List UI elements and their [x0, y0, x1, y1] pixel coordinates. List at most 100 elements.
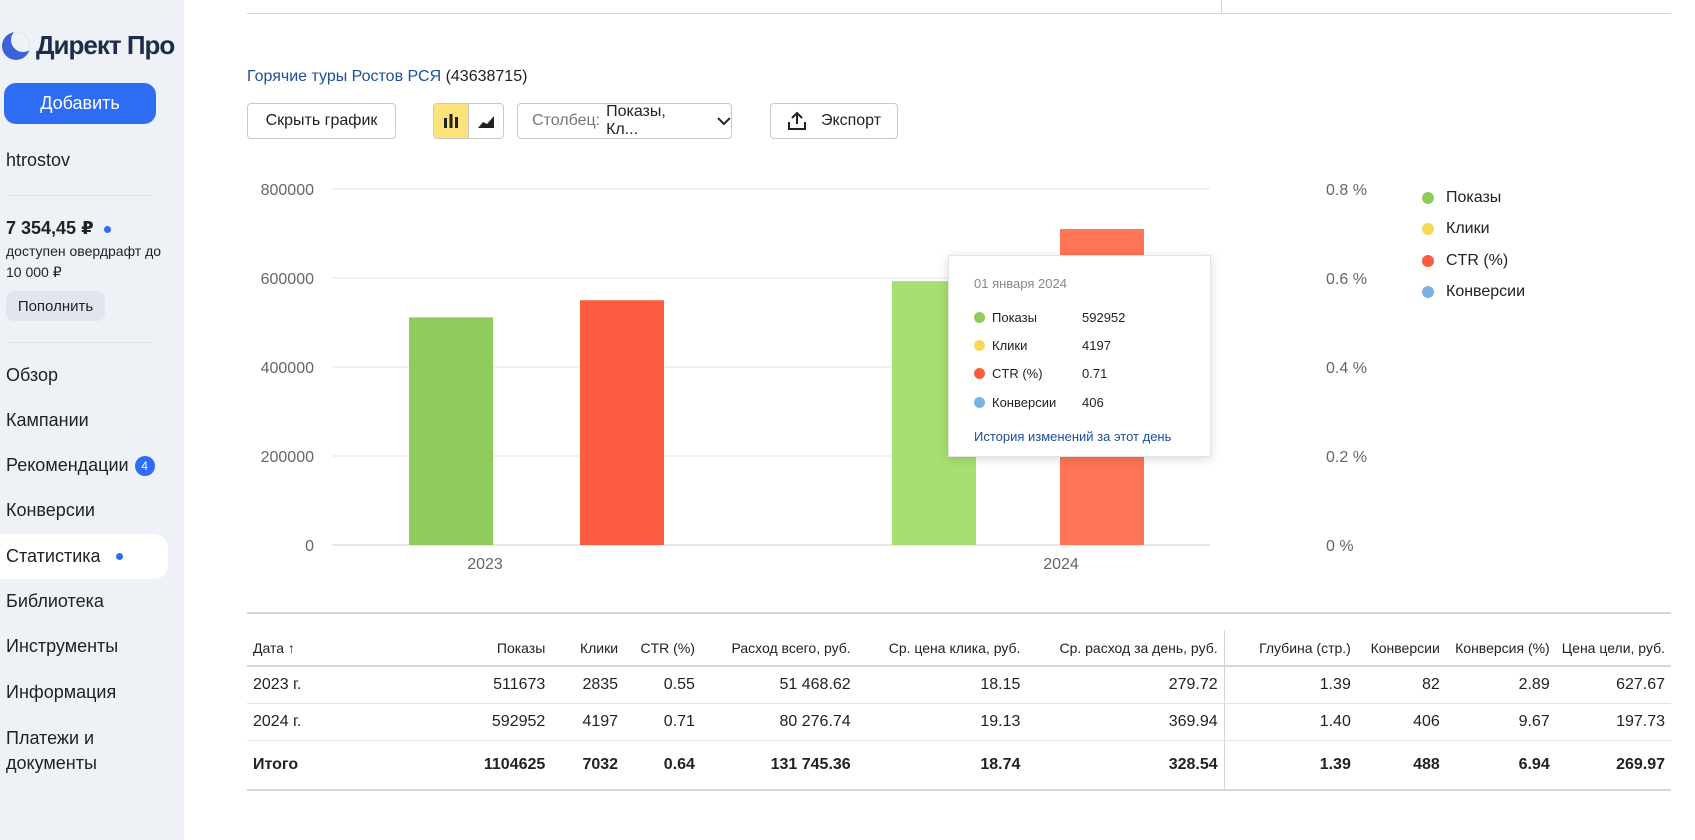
table-cell: 1.39	[1224, 666, 1357, 704]
y-tick-label: 200000	[261, 449, 314, 466]
tooltip-label: Клики	[992, 338, 1028, 353]
table-cell: 131 745.36	[700, 740, 857, 791]
tooltip-dot-icon	[974, 312, 985, 323]
column-header[interactable]: Глубина (стр.)	[1224, 630, 1357, 667]
divider	[247, 13, 1671, 14]
column-header[interactable]: Ср. цена клика, руб.	[856, 630, 1027, 667]
table-cell: 4197	[551, 703, 625, 741]
history-link[interactable]: История изменений за этот день	[974, 429, 1172, 444]
tooltip-value: 592952	[1082, 310, 1126, 325]
sidebar-item-label: Кампании	[6, 410, 89, 430]
bar-chart: 800000 600000 400000 200000 0 0.8 % 0.6 % 0.4 …	[261, 182, 1367, 573]
table-cell: 9.67	[1445, 703, 1556, 741]
column-header[interactable]: Цена цели, руб.	[1555, 630, 1671, 667]
y2-tick-label: 0.8 %	[1326, 182, 1367, 199]
tooltip-dot-icon	[974, 340, 985, 351]
topup-button[interactable]: Пополнить	[6, 291, 105, 321]
column-header[interactable]: CTR (%)	[624, 630, 701, 667]
table-cell: 279.72	[1026, 666, 1225, 704]
table-cell: 269.97	[1555, 740, 1671, 791]
sidebar-item-campaigns[interactable]: Кампании	[0, 398, 168, 443]
table-cell: 0.64	[624, 740, 701, 791]
tooltip-value: 406	[1082, 395, 1104, 410]
table-cell: 2024 г.	[247, 703, 387, 741]
table-cell: 511673	[386, 666, 552, 704]
sidebar-item-tools[interactable]: Инструменты	[0, 624, 168, 669]
balance-value: 7 354,45 ₽	[6, 218, 94, 238]
legend-item-conversions[interactable]: Конверсии	[1422, 277, 1525, 309]
logo[interactable]: Директ Про	[2, 30, 175, 61]
sidebar-item-payments[interactable]: Платежи и документы	[0, 726, 140, 782]
sidebar-item-overview[interactable]: Обзор	[0, 353, 168, 398]
table-row: 2023 г. 511673 2835 0.55 51 468.62 18.15…	[247, 666, 1671, 704]
chart-tooltip: 01 января 2024 Показы 592952 Клики 4197 CT…	[948, 255, 1211, 457]
legend-item-shows[interactable]: Показы	[1422, 182, 1525, 214]
hide-chart-button[interactable]: Скрыть график	[247, 103, 396, 139]
table-cell: 2835	[551, 666, 625, 704]
table-cell: 2023 г.	[247, 666, 387, 704]
column-select[interactable]: Столбец: Показы, Кл...	[517, 103, 732, 139]
export-button[interactable]: Экспорт	[770, 103, 898, 139]
legend-item-clicks[interactable]: Клики	[1422, 214, 1525, 246]
table-cell: 592952	[386, 703, 552, 741]
y-tick-label: 600000	[261, 271, 314, 288]
sidebar-item-label: Рекомендации	[6, 455, 129, 475]
sidebar-item-library[interactable]: Библиотека	[0, 579, 168, 624]
export-label: Экспорт	[820, 112, 882, 129]
legend-item-ctr[interactable]: CTR (%)	[1422, 245, 1525, 277]
add-button[interactable]: Добавить	[4, 83, 156, 124]
y2-tick-label: 0.4 %	[1326, 360, 1367, 377]
yandex-logo-icon	[2, 31, 30, 60]
sidebar-item-recommendations[interactable]: Рекомендации 4	[0, 443, 168, 488]
divider	[1221, 0, 1222, 14]
tooltip-row: Конверсии 406	[974, 395, 1204, 410]
sidebar-item-label: Обзор	[6, 365, 58, 385]
table-cell: 6.94	[1445, 740, 1556, 791]
table-cell: 197.73	[1555, 703, 1671, 741]
chart-type-toggle	[433, 103, 504, 139]
column-header[interactable]: Показы	[386, 630, 552, 667]
tooltip-label: Конверсии	[992, 395, 1057, 410]
column-select-prefix: Столбец:	[532, 112, 601, 129]
tooltip-date: 01 января 2024	[974, 276, 1067, 291]
divider	[6, 342, 154, 343]
column-header[interactable]: Конверсия (%)	[1445, 630, 1556, 667]
sidebar-item-info[interactable]: Информация	[0, 670, 168, 715]
column-header[interactable]: Ср. расход за день, руб.	[1026, 630, 1225, 667]
sidebar-item-conversions[interactable]: Конверсии	[0, 488, 168, 533]
table-cell: 82	[1356, 666, 1446, 704]
sidebar-item-label: Информация	[6, 682, 117, 702]
username[interactable]: htrostov	[6, 150, 71, 170]
table-cell: 1.39	[1224, 740, 1357, 791]
campaign-link[interactable]: Горячие туры Ростов РСЯ	[247, 68, 442, 85]
table-cell: 80 276.74	[700, 703, 857, 741]
table-cell: 19.13	[856, 703, 1027, 741]
area-chart-icon	[478, 116, 494, 128]
chart-legend: Показы Клики CTR (%) Конверсии	[1422, 182, 1525, 308]
stats-table: Дата ↑ Показы Клики CTR (%) Расход всего…	[247, 630, 1671, 791]
sidebar-item-label: Платежи и документы	[6, 728, 97, 773]
status-dot-icon	[103, 225, 111, 233]
overdraft-note: доступен овердрафт до 10 000 ₽	[6, 243, 162, 280]
column-header[interactable]: Конверсии	[1356, 630, 1446, 667]
sidebar: Директ Про Добавить htrostov 7 354,45 ₽ …	[0, 0, 184, 840]
sidebar-item-statistics[interactable]: Статистика	[0, 534, 168, 579]
y2-tick-label: 0.2 %	[1326, 449, 1367, 466]
chevron-down-icon	[717, 116, 731, 125]
bar-chart-view-button[interactable]	[434, 104, 469, 138]
y-tick-label: 400000	[261, 360, 314, 377]
legend-dot-icon	[1422, 191, 1434, 204]
legend-label: Клики	[1446, 220, 1490, 238]
column-header[interactable]: Расход всего, руб.	[700, 630, 857, 667]
tooltip-label: Показы	[992, 310, 1037, 325]
column-select-value: Показы, Кл...	[606, 103, 666, 138]
table-cell: 0.71	[624, 703, 701, 741]
column-header[interactable]: Клики	[551, 630, 625, 667]
table-cell: 406	[1356, 703, 1446, 741]
bar-shows-2023	[409, 317, 493, 545]
tooltip-value: 0.71	[1082, 366, 1108, 381]
table-cell: 488	[1356, 740, 1446, 791]
column-header-date[interactable]: Дата ↑	[247, 630, 387, 667]
area-chart-view-button[interactable]	[469, 104, 503, 138]
y2-tick-label: 0.6 %	[1326, 271, 1367, 288]
